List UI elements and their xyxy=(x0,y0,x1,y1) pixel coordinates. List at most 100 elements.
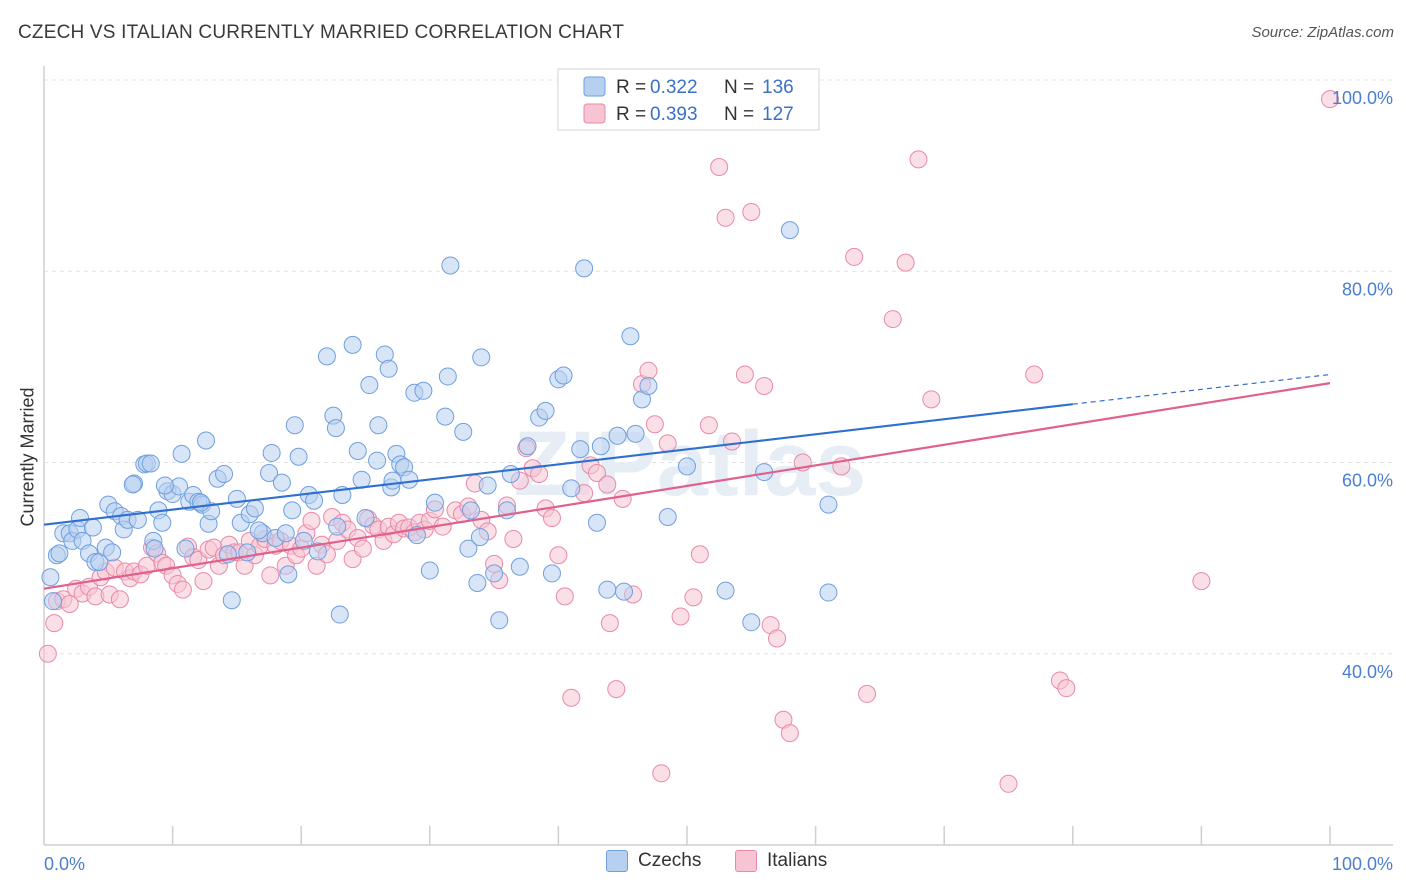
legend-n-value: 136 xyxy=(762,77,794,98)
czech-point xyxy=(191,493,210,512)
czech-point xyxy=(317,347,336,366)
czech-point xyxy=(71,508,90,527)
y-tick-labels: 40.0% 60.0% 80.0% 100.0% xyxy=(1332,88,1393,682)
italian-point xyxy=(999,774,1018,793)
x-tick-label-max: 100.0% xyxy=(1332,854,1393,874)
italian-point xyxy=(699,416,718,435)
czech-point xyxy=(819,495,838,514)
italian-point xyxy=(883,310,902,329)
italian-point xyxy=(194,572,213,591)
czech-point xyxy=(454,422,473,441)
czech-point xyxy=(478,476,497,495)
czech-point xyxy=(459,539,478,558)
italian-point xyxy=(684,588,703,607)
italian-point xyxy=(690,545,709,564)
italian-point xyxy=(562,688,581,707)
czech-point xyxy=(639,377,658,395)
czech-point xyxy=(472,348,491,367)
czech-point xyxy=(562,479,581,498)
czech-point xyxy=(262,443,281,462)
legend-n-label: N = xyxy=(724,104,754,125)
italian-point xyxy=(549,546,568,565)
czech-point xyxy=(83,518,102,537)
italians-swatch xyxy=(735,850,757,872)
italian-point xyxy=(1025,365,1044,384)
chart-title: CZECH VS ITALIAN CURRENTLY MARRIED CORRE… xyxy=(18,22,625,43)
italians-label: Italians xyxy=(767,850,828,871)
trend-lines xyxy=(43,373,1331,590)
italian-point xyxy=(555,587,574,606)
czech-point xyxy=(501,464,520,483)
italian-point xyxy=(909,150,928,169)
italian-point xyxy=(768,629,787,648)
czech-point xyxy=(360,376,379,395)
czech-point xyxy=(518,437,537,456)
italian-point xyxy=(671,607,690,626)
czech-point xyxy=(554,366,573,385)
czech-point xyxy=(238,543,257,562)
czech-point xyxy=(420,561,439,580)
italian-point xyxy=(1321,90,1339,109)
italian-point xyxy=(110,590,129,609)
czech-point xyxy=(145,539,164,558)
czech-point xyxy=(308,542,327,561)
italian-point xyxy=(1057,679,1076,698)
czech-point xyxy=(289,447,308,466)
y-tick-label: 80.0% xyxy=(1342,279,1393,299)
czech-point xyxy=(678,457,696,476)
y-tick-label: 60.0% xyxy=(1342,471,1393,491)
legend-r-label: R = xyxy=(616,77,646,98)
series-czechs xyxy=(41,221,838,632)
legend-n-label: N = xyxy=(724,77,754,98)
legend-swatch-czechs xyxy=(583,76,606,97)
italian-point xyxy=(598,475,617,494)
legend-r-value: 0.393 xyxy=(650,104,698,125)
czech-point xyxy=(368,451,387,470)
czechs-label: Czechs xyxy=(638,850,702,871)
czech-point xyxy=(249,521,268,540)
czech-point xyxy=(172,444,191,463)
y-tick-label: 100.0% xyxy=(1332,88,1393,108)
czech-point xyxy=(621,327,640,346)
italian-point xyxy=(45,614,64,633)
czech-point xyxy=(279,565,298,584)
czech-point xyxy=(356,508,375,527)
italian-point xyxy=(716,208,735,227)
czech-point xyxy=(485,564,504,583)
czech-point xyxy=(155,476,174,495)
x-tick-label-min: 0.0% xyxy=(44,854,85,874)
czech-point xyxy=(283,501,302,520)
czech-point xyxy=(383,471,402,490)
italian-point xyxy=(780,724,799,743)
czech-point xyxy=(348,442,367,461)
axes xyxy=(43,66,1393,846)
italian-point xyxy=(173,580,192,599)
italian-point xyxy=(658,434,677,453)
czech-point xyxy=(414,381,433,400)
italian-point xyxy=(845,247,864,266)
italian-point xyxy=(922,390,941,409)
czech-point xyxy=(716,581,735,600)
czech-point xyxy=(176,539,195,558)
italians-trend-line xyxy=(43,382,1331,590)
italian-point xyxy=(600,614,619,633)
czech-point xyxy=(510,557,529,576)
italian-point xyxy=(613,489,632,508)
czech-point xyxy=(542,564,561,583)
legend-r-label: R = xyxy=(616,104,646,125)
italian-point xyxy=(504,530,523,548)
czech-point xyxy=(44,592,63,611)
italian-point xyxy=(742,202,761,221)
source-label: Source: ZipAtlas.com xyxy=(1251,24,1394,41)
czech-point xyxy=(328,517,347,536)
italian-point xyxy=(652,764,671,783)
italian-point xyxy=(1192,572,1211,591)
czech-point xyxy=(438,367,457,386)
italian-point xyxy=(261,566,280,585)
czech-point xyxy=(571,440,590,459)
italian-point xyxy=(587,464,606,483)
czech-point xyxy=(436,407,455,426)
czech-point xyxy=(294,531,313,550)
italian-point xyxy=(858,684,877,703)
